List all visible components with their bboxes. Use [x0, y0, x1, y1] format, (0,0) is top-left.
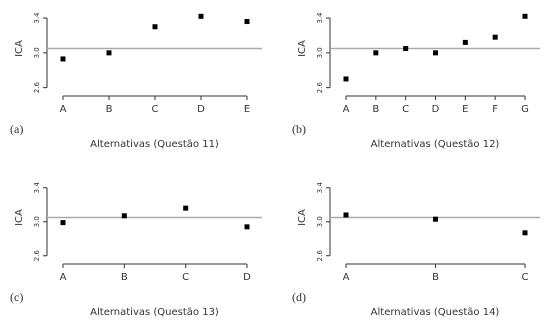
point — [198, 13, 204, 19]
point — [433, 216, 438, 222]
x-axis-label: Alternativas (Questão 11) — [90, 139, 219, 150]
y-tick-label: 3.0 — [316, 47, 324, 58]
point — [522, 230, 528, 236]
x-axis-label: Alternativas (Questão 13) — [90, 307, 219, 318]
point — [522, 13, 528, 19]
point — [343, 76, 349, 82]
y-tick-label: 3.4 — [33, 182, 41, 194]
point — [244, 224, 250, 230]
point — [403, 46, 409, 51]
x-tick-label: G — [521, 104, 529, 115]
panel-label: (c) — [10, 290, 23, 304]
point — [373, 50, 379, 56]
x-axis-label: Alternativas (Questão 14) — [371, 307, 500, 318]
y-axis-label: ICA — [14, 209, 25, 226]
y-tick-label: 3.0 — [33, 47, 41, 58]
x-tick-label: E — [244, 104, 250, 115]
point — [433, 50, 438, 56]
x-tick-label: B — [106, 104, 113, 115]
x-tick-label: A — [343, 104, 350, 115]
x-tick-label: C — [522, 272, 529, 283]
y-axis-label: ICA — [297, 40, 308, 57]
x-tick-label: D — [243, 272, 251, 283]
x-tick-label: E — [462, 104, 468, 115]
panel-label: (b) — [292, 122, 306, 136]
x-tick-label: C — [152, 104, 159, 115]
y-tick-label: 2.6 — [316, 82, 324, 94]
x-tick-label: F — [492, 104, 498, 115]
point — [244, 19, 250, 25]
x-tick-label: B — [121, 272, 128, 283]
y-tick-label: 3.0 — [316, 216, 324, 227]
point — [60, 220, 66, 226]
point — [462, 39, 468, 45]
point — [60, 56, 66, 62]
point — [343, 212, 349, 218]
y-tick-label: 3.4 — [33, 12, 41, 24]
point — [121, 213, 127, 219]
y-axis-label: ICA — [297, 209, 308, 226]
x-tick-label: B — [432, 272, 439, 283]
x-tick-label: C — [402, 104, 409, 115]
x-tick-label: A — [60, 272, 67, 283]
y-tick-label: 2.6 — [33, 82, 41, 94]
x-axis-label: Alternativas (Questão 12) — [371, 139, 500, 150]
panel-label: (a) — [10, 122, 23, 136]
x-tick-label: B — [372, 104, 379, 115]
point — [183, 205, 189, 211]
y-axis-label: ICA — [14, 40, 25, 57]
x-tick-label: D — [197, 104, 205, 115]
point — [106, 50, 112, 56]
x-tick-label: C — [182, 272, 189, 283]
y-tick-label: 3.4 — [316, 182, 324, 194]
y-tick-label: 3.0 — [33, 216, 41, 227]
point — [152, 24, 158, 30]
x-tick-label: A — [60, 104, 67, 115]
point — [492, 34, 498, 40]
x-tick-label: D — [432, 104, 440, 115]
y-tick-label: 2.6 — [33, 250, 41, 262]
panel-label: (d) — [292, 290, 306, 304]
y-tick-label: 3.4 — [316, 12, 324, 24]
y-tick-label: 2.6 — [316, 250, 324, 262]
x-tick-label: A — [343, 272, 350, 283]
